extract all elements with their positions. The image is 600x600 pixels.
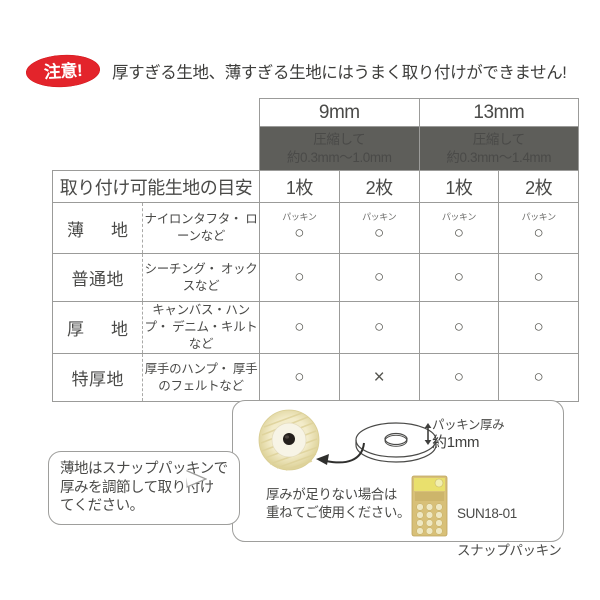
compression-header-13mm: 圧縮して 約0.3mm～1.4mm	[418, 126, 580, 171]
row-examples: キャンバス・ハンプ・ デニム・キルトなど	[142, 301, 260, 354]
snap-button-photo	[258, 409, 320, 471]
mark-circle-icon	[294, 268, 304, 285]
size-header-9mm: 9mm	[259, 98, 420, 127]
notice-banner: 注意! 厚すぎる生地、薄すぎる生地にはうまく取り付けができません!	[25, 52, 586, 90]
mark-circle-icon	[534, 318, 544, 335]
spacer-cell	[53, 99, 143, 127]
sheets-header-13mm-1: 1枚	[418, 170, 500, 203]
table-sheets-header-row: 取り付け可能生地の目安 1枚 2枚 1枚 2枚	[52, 170, 580, 203]
mark-cell	[338, 301, 420, 354]
table-row: 普通地 シーチング・ オックスなど	[52, 253, 580, 302]
table-compression-header-row: 圧縮して 約0.3mm～1.0mm 圧縮して 約0.3mm～1.4mm	[53, 126, 580, 171]
row-category-label: 薄 地	[52, 202, 143, 254]
compression-line-1: 圧縮して	[472, 131, 525, 147]
table-size-header-row: 9mm 13mm	[53, 98, 580, 127]
mark-cell	[259, 253, 340, 302]
mark-circle-icon	[294, 368, 304, 385]
table-row: 特厚地 厚手のハンプ・ 厚手のフェルトなど	[52, 353, 580, 402]
mark-cell	[259, 301, 340, 354]
compression-header-9mm: 圧縮して 約0.3mm～1.0mm	[259, 126, 420, 171]
mark-circle-icon	[374, 318, 384, 335]
packing-note-label: パッキン	[282, 212, 317, 222]
mark-cell: パッキン	[498, 202, 580, 254]
spacer-cell	[143, 127, 260, 171]
table-row: 薄 地 ナイロンタフタ・ ローンなど パッキン パッキン パッキン パッキン	[52, 202, 580, 254]
thickness-measure-arrow-icon	[424, 423, 432, 445]
mark-cell	[418, 253, 500, 302]
speech-bubble-text: 薄地はスナップパッキンで 厚みを調節して取り付け てください。	[60, 461, 228, 515]
packing-note-label: パッキン	[362, 212, 397, 222]
compression-line-2: 約0.3mm～1.0mm	[286, 149, 392, 165]
mark-cell: パッキン	[259, 202, 340, 254]
row-examples: 厚手のハンプ・ 厚手のフェルトなど	[142, 353, 260, 402]
spacer-cell	[143, 99, 260, 127]
mark-circle-icon	[454, 268, 464, 285]
packing-thickness-callout: パッキン厚み 約1mm	[432, 418, 505, 452]
mark-cell	[259, 353, 340, 402]
speech-bubble: 薄地はスナップパッキンで 厚みを調節して取り付け てください。	[48, 451, 240, 525]
sheets-header-9mm-1: 1枚	[259, 170, 340, 203]
product-caption: SUN18-01 スナップパッキン	[457, 487, 562, 560]
compression-line-2: 約0.3mm～1.4mm	[446, 149, 552, 165]
product-package-photo	[411, 475, 448, 537]
mark-cross-icon	[374, 368, 385, 387]
warning-badge-label: 注意!	[43, 60, 83, 82]
mark-circle-icon	[294, 318, 304, 335]
row-category-label: 厚 地	[52, 301, 143, 354]
row-examples: シーチング・ オックスなど	[142, 253, 260, 302]
packing-note-label: パッキン	[521, 212, 557, 222]
packing-washer-illustration	[355, 422, 437, 463]
product-code: SUN18-01	[457, 506, 517, 522]
compression-line-1: 圧縮して	[313, 131, 366, 147]
spacer-cell	[53, 127, 143, 171]
mark-circle-icon	[294, 224, 304, 241]
mark-circle-icon	[374, 224, 384, 241]
mark-circle-icon	[454, 224, 464, 241]
mark-cell: パッキン	[418, 202, 500, 254]
fabric-compatibility-table: 9mm 13mm 圧縮して 約0.3mm～1.0mm 圧縮して 約0.3mm～1…	[52, 98, 580, 402]
mark-cell	[338, 253, 420, 302]
product-name: スナップパッキン	[457, 542, 562, 558]
guide-header: 取り付け可能生地の目安	[52, 170, 260, 203]
size-header-13mm: 13mm	[418, 98, 580, 127]
mark-cell	[498, 353, 580, 402]
speech-bubble-tail-icon	[185, 469, 207, 488]
notice-message: 厚すぎる生地、薄すぎる生地にはうまく取り付けができません!	[112, 64, 567, 82]
warning-badge-icon: 注意!	[25, 53, 101, 89]
mark-circle-icon	[534, 368, 544, 385]
thickness-value: 約1mm	[432, 433, 480, 451]
stacking-instruction-text: 厚みが足りない場合は 重ねてご使用ください。	[266, 487, 411, 520]
table-row: 厚 地 キャンバス・ハンプ・ デニム・キルトなど	[52, 301, 580, 354]
row-category-label: 特厚地	[52, 353, 143, 402]
packing-note-label: パッキン	[441, 212, 477, 222]
mark-circle-icon	[374, 268, 384, 285]
mark-cell	[418, 353, 500, 402]
apply-direction-arrow-icon	[316, 442, 365, 465]
sheets-header-9mm-2: 2枚	[338, 170, 420, 203]
mark-circle-icon	[454, 318, 464, 335]
mark-circle-icon	[534, 268, 544, 285]
row-examples: ナイロンタフタ・ ローンなど	[142, 202, 260, 254]
mark-cell: パッキン	[338, 202, 420, 254]
mark-cell	[418, 301, 500, 354]
row-category-label: 普通地	[52, 253, 143, 302]
mark-cell	[338, 353, 420, 402]
mark-circle-icon	[534, 224, 544, 241]
thickness-label: パッキン厚み	[432, 418, 505, 432]
mark-circle-icon	[454, 368, 464, 385]
sheets-header-13mm-2: 2枚	[498, 170, 580, 203]
mark-cell	[498, 301, 580, 354]
mark-cell	[498, 253, 580, 302]
